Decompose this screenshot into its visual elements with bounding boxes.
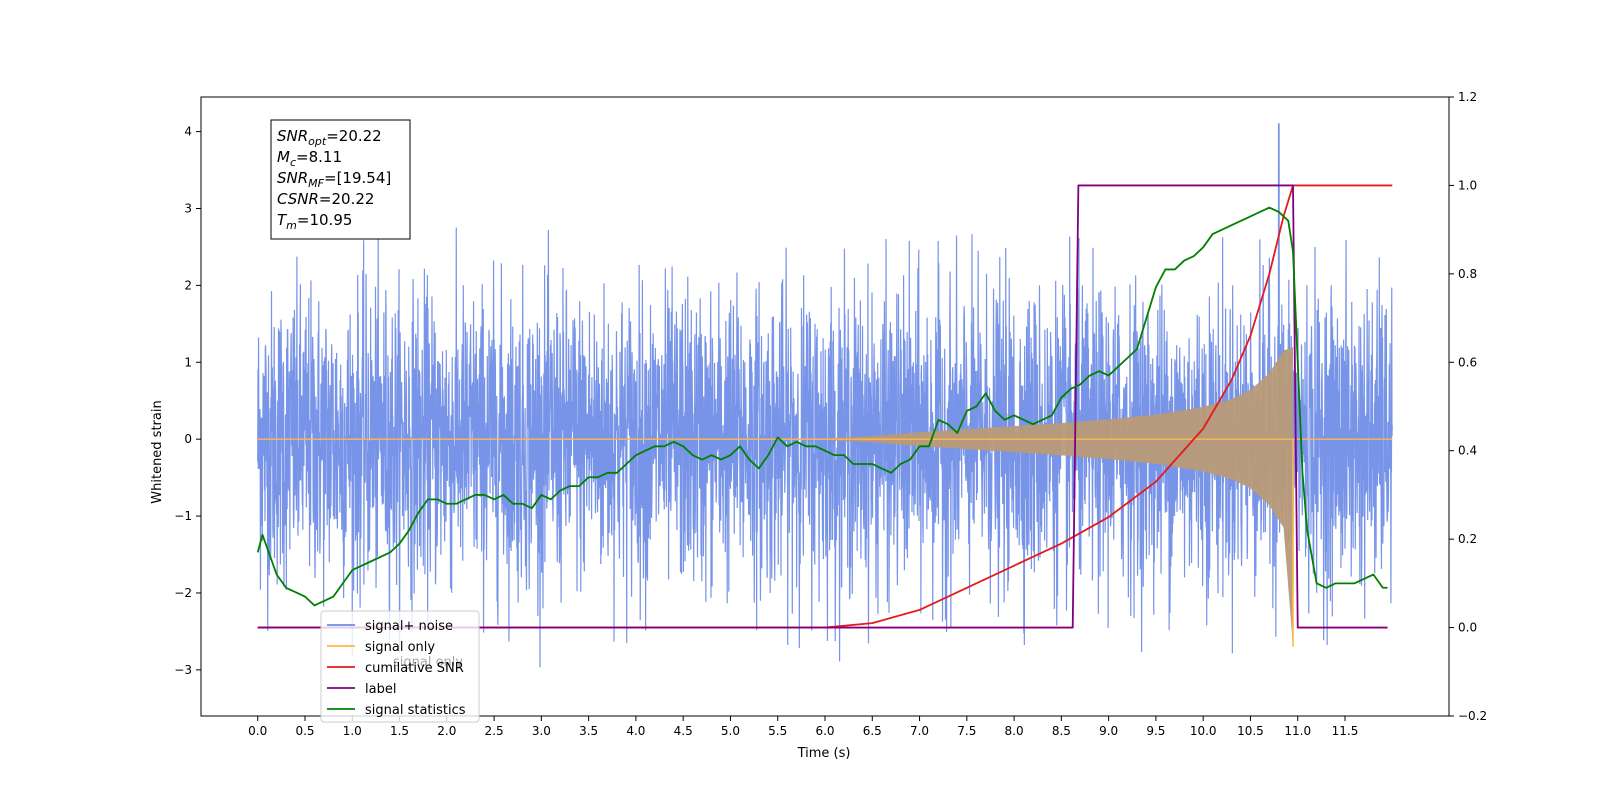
x-tick-label: 8.5 bbox=[1052, 724, 1071, 738]
x-tick-label: 9.5 bbox=[1146, 724, 1165, 738]
y-tick-label: 2 bbox=[184, 278, 192, 292]
y2-tick-label: 0.8 bbox=[1458, 267, 1477, 281]
y2-tick-label: 0.2 bbox=[1458, 532, 1477, 546]
x-tick-label: 5.0 bbox=[721, 724, 740, 738]
y2-tick-label: −0.2 bbox=[1458, 709, 1487, 723]
x-tick-label: 11.5 bbox=[1332, 724, 1359, 738]
y2-tick-label: 1.0 bbox=[1458, 178, 1477, 192]
x-axis-label: Time (s) bbox=[797, 746, 851, 761]
x-tick-label: 3.5 bbox=[579, 724, 598, 738]
legend-label: signal+ noise bbox=[365, 619, 453, 634]
x-tick-label: 3.0 bbox=[532, 724, 551, 738]
x-tick-label: 7.5 bbox=[957, 724, 976, 738]
annotation-box: SNRopt=20.22Mc=8.11SNRMF=[19.54]CSNR=20.… bbox=[270, 119, 411, 240]
y2-tick-label: 0.6 bbox=[1458, 355, 1477, 369]
axes: 0.0 0.5 1.0 1.5 2.0 2.5 3.0 3.5 4.0 4.5 5.0 5.5 6.0 6… bbox=[174, 90, 1487, 738]
x-tick-label: 2.5 bbox=[485, 724, 504, 738]
x-tick-label: 0.0 bbox=[248, 724, 267, 738]
x-tick-label: 9.0 bbox=[1099, 724, 1118, 738]
legend-label: signal statistics bbox=[365, 703, 466, 718]
plot-area bbox=[256, 123, 1393, 668]
legend-ghost-text: signal only bbox=[393, 655, 463, 670]
annotation-frame bbox=[270, 119, 411, 240]
y-tick-label: −3 bbox=[174, 663, 192, 677]
y-axis-label: Whitened strain bbox=[150, 400, 165, 503]
legend-label: signal only bbox=[365, 640, 435, 655]
x-tick-label: 10.0 bbox=[1190, 724, 1217, 738]
annotation-line: Tm=10.95 bbox=[277, 211, 352, 232]
x-tick-label: 6.0 bbox=[815, 724, 834, 738]
annotation-line: SNRopt=20.22 bbox=[277, 127, 382, 148]
legend-label: cumilative SNR bbox=[365, 661, 464, 676]
x-tick-label: 11.0 bbox=[1284, 724, 1311, 738]
y2-tick-label: 1.2 bbox=[1458, 90, 1477, 104]
annotation-line: CSNR=20.22 bbox=[277, 190, 374, 208]
series-label-line bbox=[257, 184, 1388, 629]
x-tick-label: 7.0 bbox=[910, 724, 929, 738]
x-tick-label: 6.5 bbox=[863, 724, 882, 738]
x-tick-label: 0.5 bbox=[295, 724, 314, 738]
legend-label: label bbox=[365, 682, 396, 697]
x-tick-label: 1.5 bbox=[390, 724, 409, 738]
y-tick-label: 0 bbox=[184, 432, 192, 446]
x-tick-label: 2.0 bbox=[437, 724, 456, 738]
series-signal-statistics-line bbox=[256, 206, 1388, 607]
series-layer bbox=[256, 123, 1393, 668]
x-tick-label: 8.0 bbox=[1005, 724, 1024, 738]
x-tick-label: 4.5 bbox=[674, 724, 693, 738]
legend-frame bbox=[320, 610, 480, 723]
annotation-line: Mc=8.11 bbox=[277, 148, 342, 169]
x-tick-label: 1.0 bbox=[343, 724, 362, 738]
y-tick-label: 4 bbox=[184, 125, 192, 139]
annotation-line: SNRMF=[19.54] bbox=[277, 169, 391, 190]
y-tick-label: 3 bbox=[184, 201, 192, 215]
y-tick-label: 1 bbox=[184, 355, 192, 369]
y-tick-label: −2 bbox=[174, 586, 192, 600]
y2-tick-label: 0.0 bbox=[1458, 621, 1477, 635]
x-tick-label: 4.0 bbox=[626, 724, 645, 738]
x-tick-label: 10.5 bbox=[1237, 724, 1264, 738]
y-tick-label: −1 bbox=[174, 509, 192, 523]
y2-tick-label: 0.4 bbox=[1458, 444, 1477, 458]
x-tick-label: 5.5 bbox=[768, 724, 787, 738]
series-cumulative-snr-line bbox=[257, 184, 1393, 629]
